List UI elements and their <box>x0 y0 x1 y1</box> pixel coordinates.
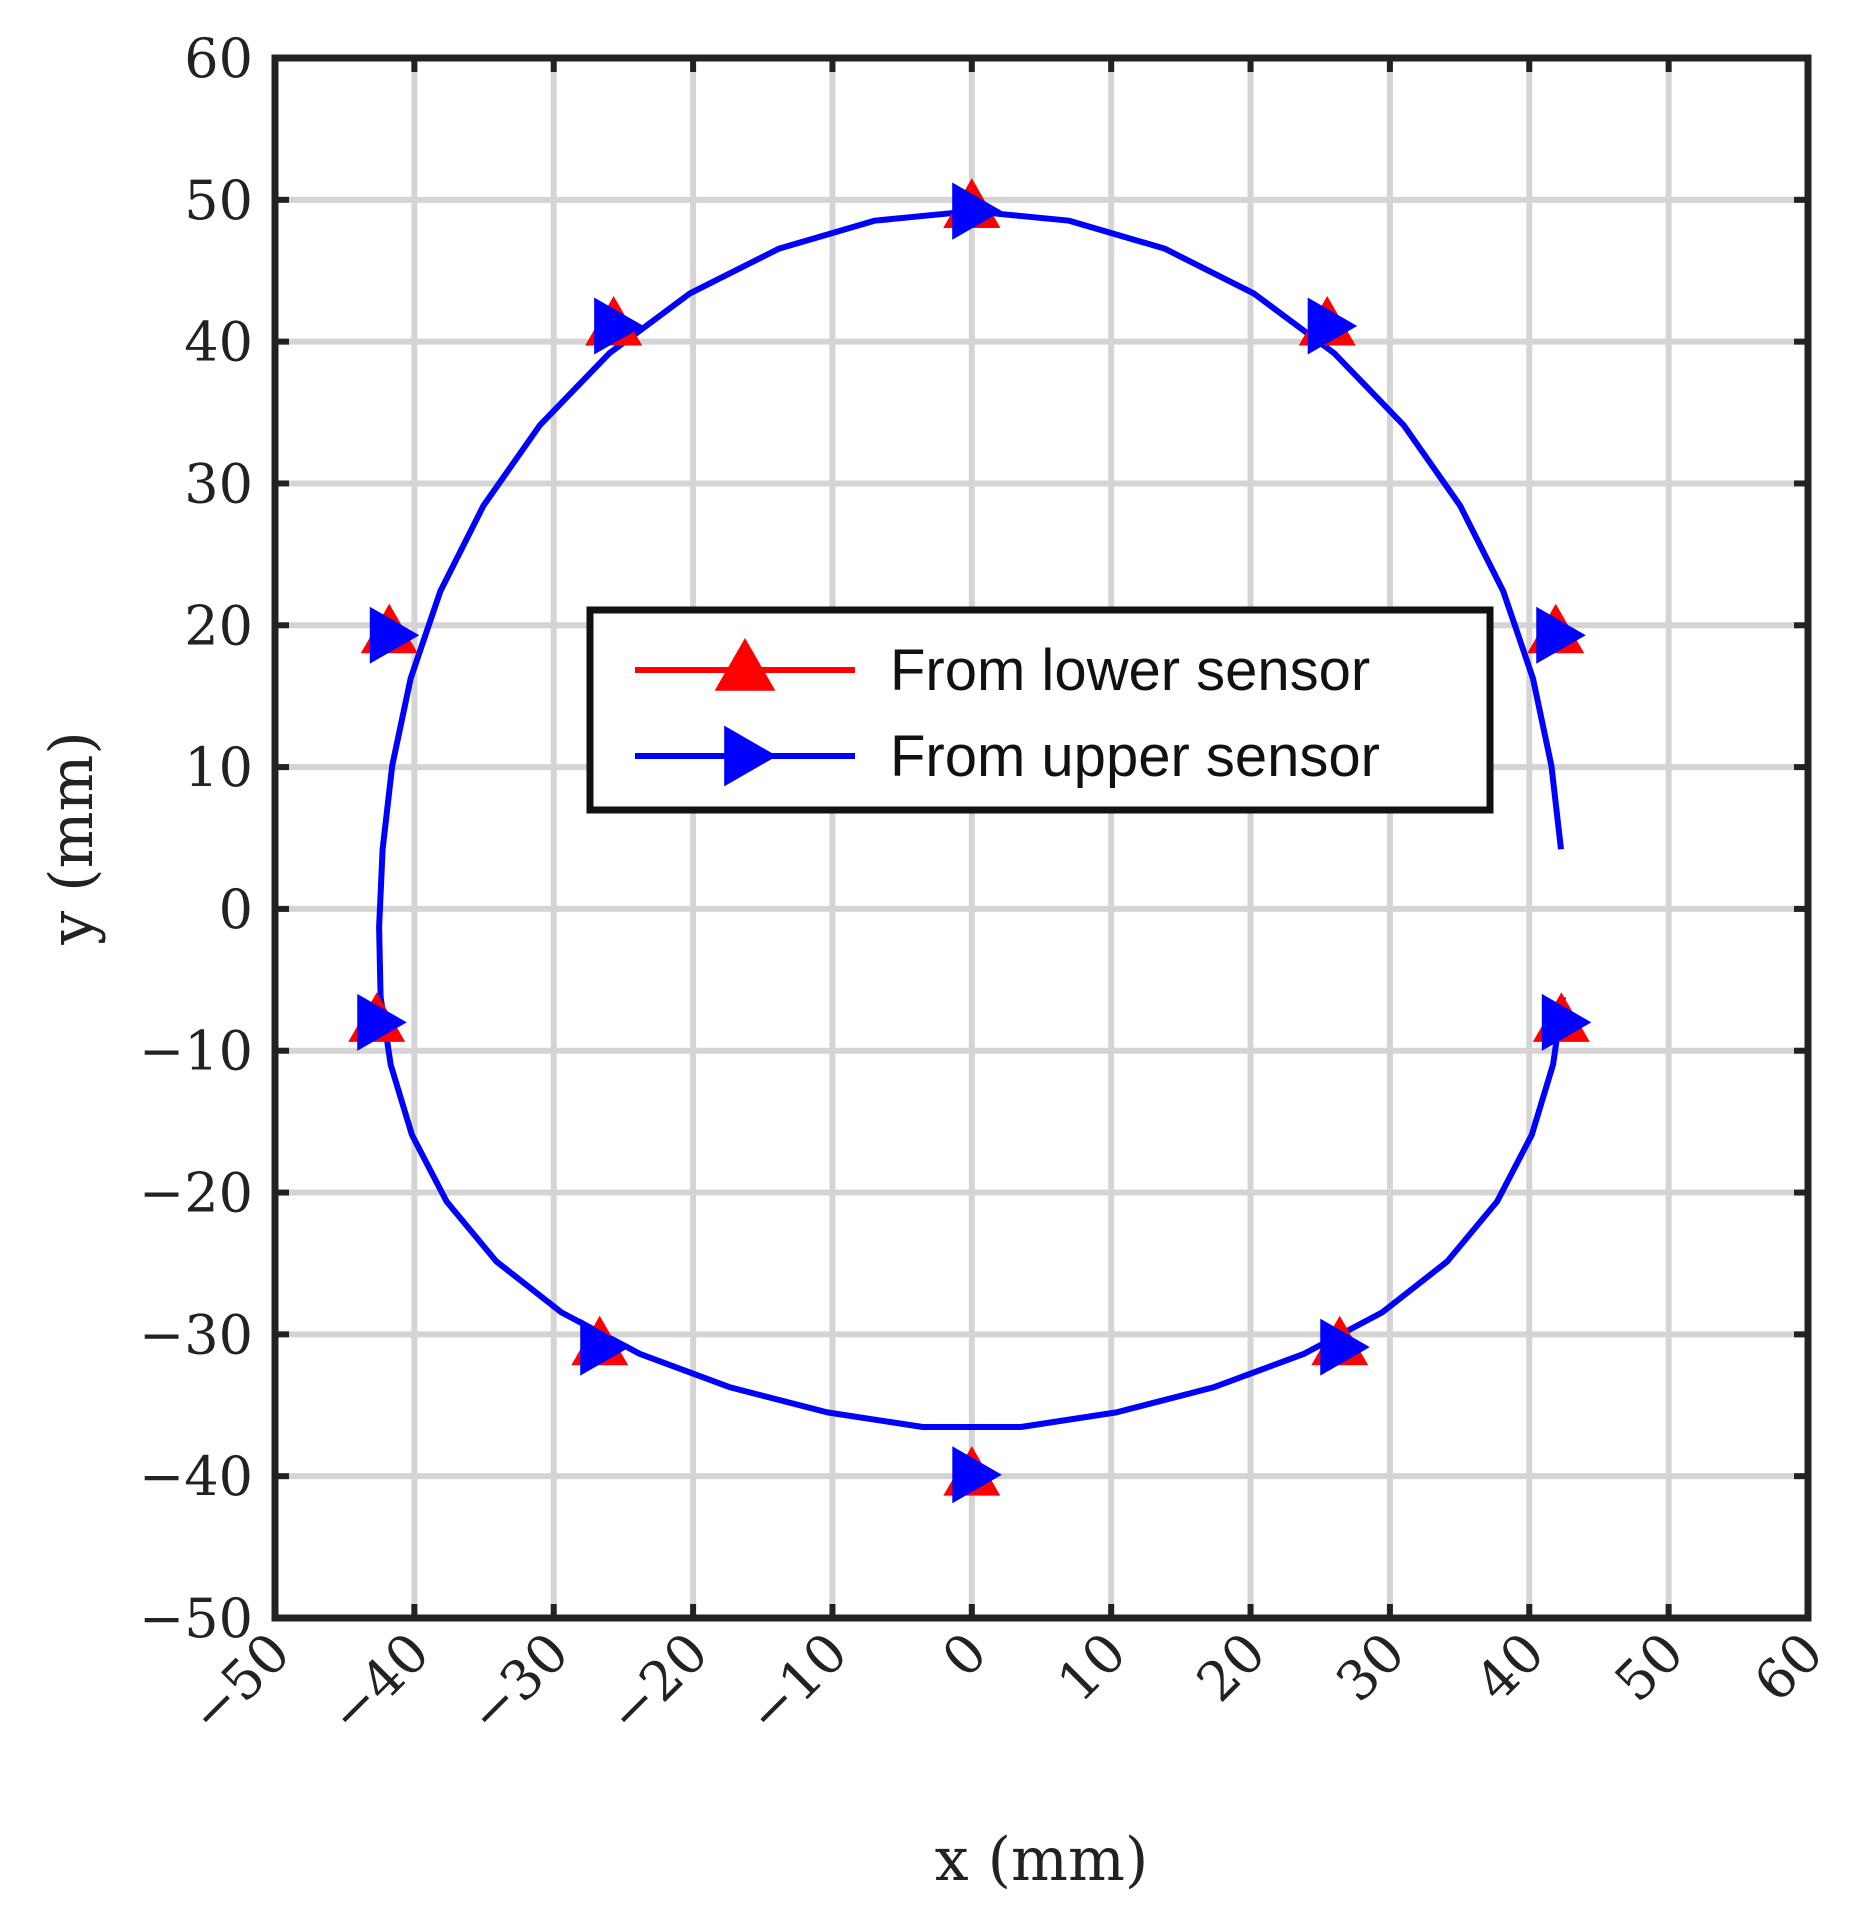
series-curve <box>376 208 1566 1430</box>
upper-sensor-marker <box>594 297 644 355</box>
x-tick-label: −10 <box>735 1621 860 1746</box>
x-tick-label: −40 <box>316 1621 441 1746</box>
x-tick-label: 60 <box>1742 1621 1835 1714</box>
y-tick-label: 10 <box>184 736 253 799</box>
y-tick-label: 30 <box>184 452 253 515</box>
upper-sensor-marker <box>357 993 407 1051</box>
x-tick-label: 10 <box>1045 1621 1138 1714</box>
upper-sensor-curve <box>376 208 1566 1430</box>
upper-sensor-marker <box>952 182 1002 240</box>
x-tick-label: 50 <box>1603 1621 1696 1714</box>
plot-frame <box>271 54 1812 1622</box>
x-tick-label: −20 <box>595 1621 720 1746</box>
x-tick-label: 0 <box>930 1621 999 1690</box>
upper-sensor-marker <box>952 1446 1002 1504</box>
grid <box>272 55 1811 1621</box>
y-tick-labels: −50 −40 −30 −20 −10 0 10 20 30 40 50 60 <box>139 27 253 1650</box>
axis-ticks <box>272 55 1811 1621</box>
y-tick-label: 50 <box>184 169 253 232</box>
x-tick-labels: −50 −40 −30 −20 −10 0 10 20 30 40 50 60 <box>177 1621 1835 1746</box>
series-markers <box>348 178 1592 1504</box>
upper-sensor-marker <box>369 606 420 664</box>
upper-sensor-marker <box>1320 1318 1370 1376</box>
y-tick-label: −30 <box>139 1303 253 1366</box>
upper-sensor-curve <box>971 208 1564 850</box>
y-tick-label: 60 <box>184 27 253 90</box>
legend-label-upper: From upper sensor <box>890 724 1380 789</box>
legend-marker-lower <box>714 638 776 691</box>
upper-sensor-marker <box>1536 606 1586 664</box>
x-tick-label: 40 <box>1463 1621 1556 1714</box>
y-tick-label: 20 <box>184 594 253 657</box>
upper-sensor-marker <box>1541 993 1592 1051</box>
y-tick-label: −10 <box>139 1020 253 1083</box>
y-tick-label: 40 <box>184 311 253 374</box>
x-tick-label: 20 <box>1185 1621 1278 1714</box>
y-tick-label: −40 <box>139 1445 253 1508</box>
x-tick-label: −30 <box>456 1621 581 1746</box>
y-axis-label: y (mm) <box>37 731 107 946</box>
upper-sensor-marker <box>580 1318 630 1376</box>
legend-label-lower: From lower sensor <box>890 638 1370 703</box>
x-tick-label: 30 <box>1324 1621 1417 1714</box>
legend-box <box>586 606 1494 814</box>
y-tick-label: 0 <box>219 878 253 941</box>
legend-marker-upper <box>724 725 777 787</box>
x-axis-label: x (mm) <box>935 1825 1149 1895</box>
upper-sensor-marker <box>1307 297 1358 355</box>
y-tick-label: −20 <box>139 1162 253 1225</box>
legend: From lower sensor From upper sensor <box>586 606 1494 814</box>
y-tick-label: −50 <box>139 1587 253 1650</box>
